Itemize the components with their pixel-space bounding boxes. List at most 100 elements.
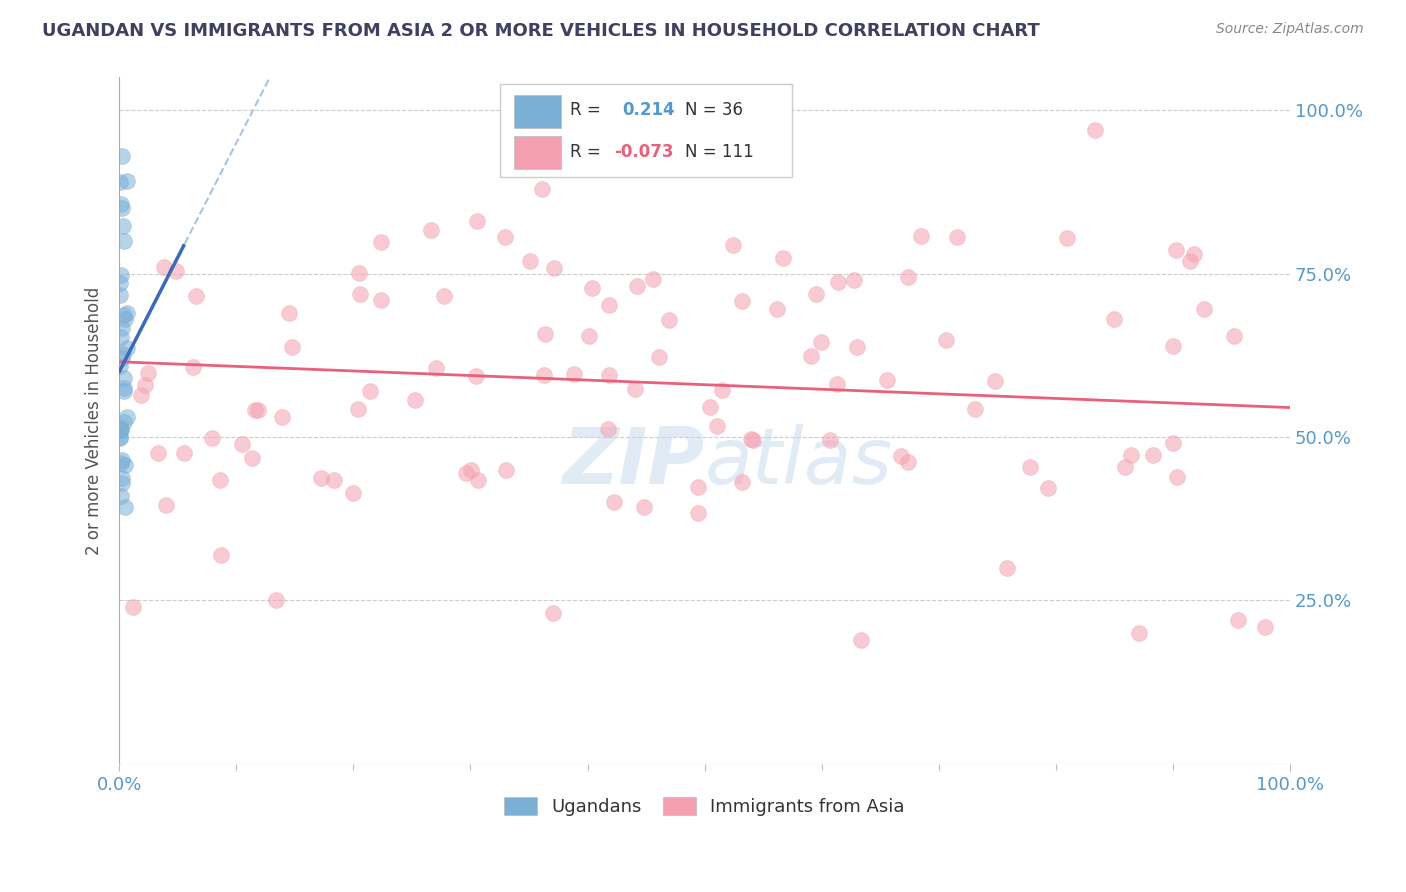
Point [114, 311, 136, 326]
Point [108, 288, 131, 302]
Text: -0.073: -0.073 [614, 143, 673, 161]
Point [309, 471, 332, 485]
Point [349, 287, 371, 301]
Text: 0.214: 0.214 [623, 102, 675, 120]
Point [112, 308, 135, 322]
Point [849, 632, 872, 647]
Point [110, 431, 132, 445]
Point [995, 560, 1018, 574]
Point [800, 349, 823, 363]
Point [740, 433, 762, 447]
Point [1036, 481, 1059, 495]
Point [114, 500, 136, 515]
Point [208, 474, 231, 488]
Point [1161, 339, 1184, 353]
Point [766, 301, 789, 316]
Point [111, 471, 134, 485]
Point [110, 268, 132, 282]
FancyBboxPatch shape [499, 85, 793, 177]
Point [370, 293, 392, 308]
Point [648, 350, 671, 364]
Point [686, 506, 709, 520]
Point [1084, 122, 1107, 136]
Point [323, 474, 346, 488]
Point [706, 418, 728, 433]
Point [173, 446, 195, 460]
Point [1119, 448, 1142, 462]
Point [404, 392, 426, 407]
Point [495, 230, 517, 244]
Point [155, 498, 177, 512]
Point [1102, 312, 1125, 326]
Point [1019, 460, 1042, 475]
Point [112, 381, 135, 395]
Point [117, 341, 139, 355]
Point [1222, 329, 1244, 343]
Point [810, 334, 832, 349]
Point [1163, 435, 1185, 450]
Point [184, 289, 207, 303]
Point [1182, 247, 1205, 261]
Point [633, 500, 655, 514]
Point [897, 455, 920, 469]
Point [110, 456, 132, 470]
Point [1114, 460, 1136, 475]
Point [231, 437, 253, 451]
Legend: Ugandans, Immigrants from Asia: Ugandans, Immigrants from Asia [498, 789, 912, 823]
Point [460, 462, 482, 476]
Point [112, 384, 135, 398]
Point [1192, 302, 1215, 317]
Text: UGANDAN VS IMMIGRANTS FROM ASIA 2 OR MORE VEHICLES IN HOUSEHOLD CORRELATION CHAR: UGANDAN VS IMMIGRANTS FROM ASIA 2 OR MOR… [42, 22, 1040, 40]
Point [530, 181, 553, 195]
Point [112, 371, 135, 385]
Point [278, 306, 301, 320]
Point [110, 149, 132, 163]
Point [117, 174, 139, 188]
Point [111, 351, 134, 365]
Point [598, 368, 620, 383]
Point [111, 347, 134, 361]
Point [624, 382, 647, 396]
Point [806, 287, 828, 301]
Point [108, 359, 131, 373]
Point [129, 388, 152, 402]
Point [495, 463, 517, 477]
Point [146, 446, 169, 460]
Point [1166, 470, 1188, 484]
Point [562, 367, 585, 381]
Point [240, 451, 263, 466]
Point [626, 279, 648, 293]
Point [935, 333, 957, 347]
Point [543, 261, 565, 276]
Point [121, 599, 143, 614]
Point [946, 230, 969, 244]
Point [533, 327, 555, 342]
Point [827, 275, 849, 289]
Point [1178, 254, 1201, 268]
Point [111, 201, 134, 215]
Point [115, 306, 138, 320]
Point [425, 361, 447, 376]
Point [688, 480, 710, 494]
Point [110, 330, 132, 344]
Point [876, 373, 898, 387]
Point [246, 403, 269, 417]
Point [1128, 626, 1150, 640]
Point [111, 219, 134, 233]
Point [108, 175, 131, 189]
Point [342, 485, 364, 500]
Point [111, 320, 134, 334]
Point [519, 254, 541, 268]
Point [1226, 613, 1249, 627]
Point [201, 431, 224, 445]
Point [596, 422, 619, 436]
Point [910, 229, 932, 244]
Point [153, 260, 176, 274]
Point [456, 467, 478, 481]
Point [359, 384, 381, 398]
Point [818, 433, 841, 447]
Point [108, 424, 131, 438]
Point [1254, 619, 1277, 633]
Y-axis label: 2 or more Vehicles in Household: 2 or more Vehicles in Household [86, 286, 103, 555]
Point [731, 475, 754, 490]
